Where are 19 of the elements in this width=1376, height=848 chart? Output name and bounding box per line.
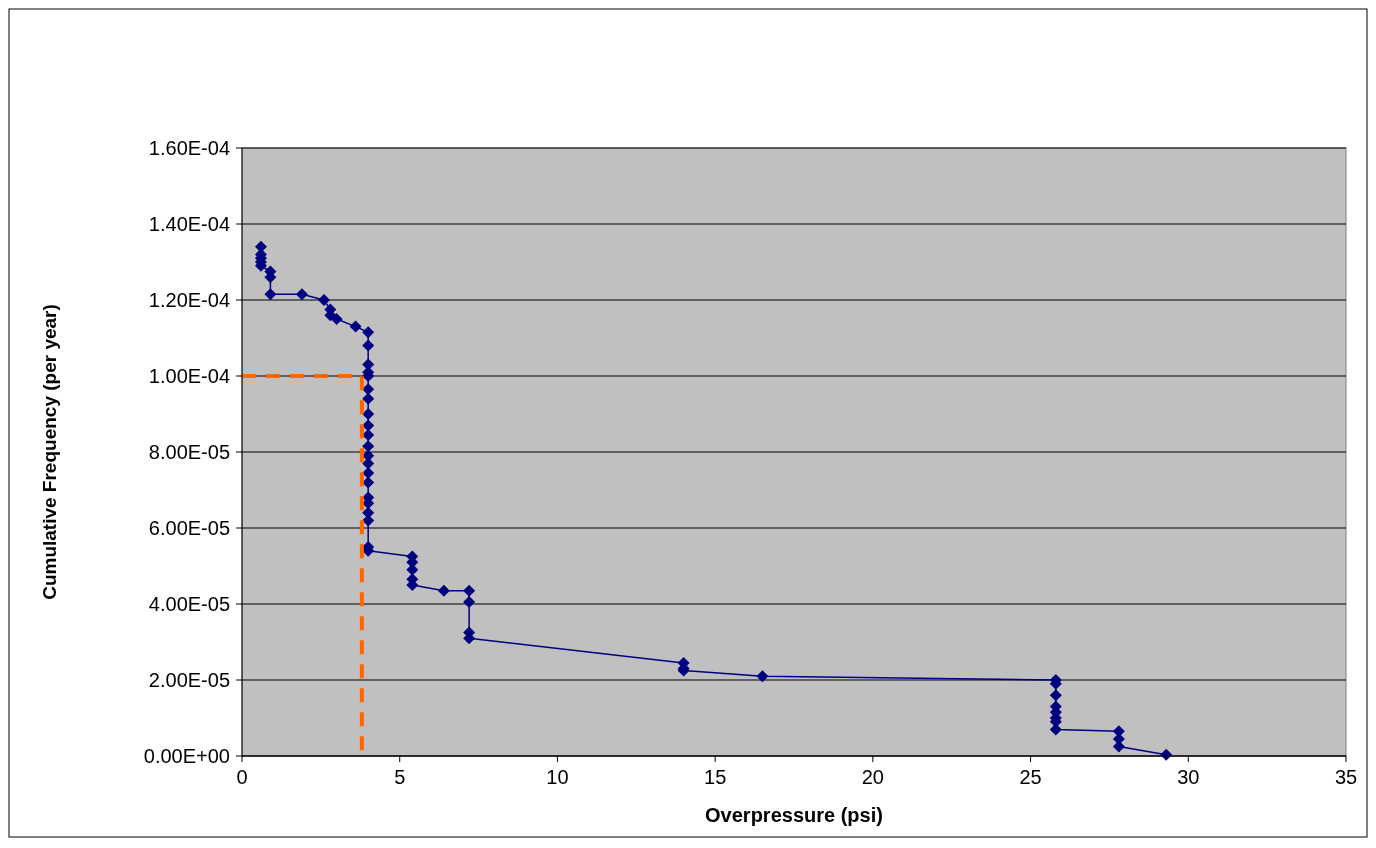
x-tick-label: 15 bbox=[704, 766, 727, 788]
y-tick-label: 1.20E-04 bbox=[148, 289, 230, 311]
y-tick-label: 1.40E-04 bbox=[148, 213, 230, 235]
y-tick-label: 8.00E-05 bbox=[148, 441, 230, 463]
y-tick-label: 1.60E-04 bbox=[148, 137, 230, 159]
x-tick-label: 0 bbox=[236, 766, 248, 788]
x-axis-title: Overpressure (psi) bbox=[705, 804, 883, 826]
x-tick-label: 20 bbox=[861, 766, 884, 788]
x-tick-label: 25 bbox=[1019, 766, 1042, 788]
x-tick-label: 5 bbox=[394, 766, 406, 788]
y-tick-label: 1.00E-04 bbox=[148, 365, 230, 387]
x-tick-label: 35 bbox=[1334, 766, 1358, 788]
y-tick-label: 0.00E+00 bbox=[143, 745, 230, 767]
y-tick-label: 6.00E-05 bbox=[148, 517, 230, 539]
x-tick-label: 10 bbox=[546, 766, 569, 788]
x-tick-label: 30 bbox=[1177, 766, 1200, 788]
y-axis-title: Cumulative Frequency (per year) bbox=[39, 304, 60, 600]
y-tick-label: 4.00E-05 bbox=[148, 593, 230, 615]
y-tick-label: 2.00E-05 bbox=[148, 669, 230, 691]
